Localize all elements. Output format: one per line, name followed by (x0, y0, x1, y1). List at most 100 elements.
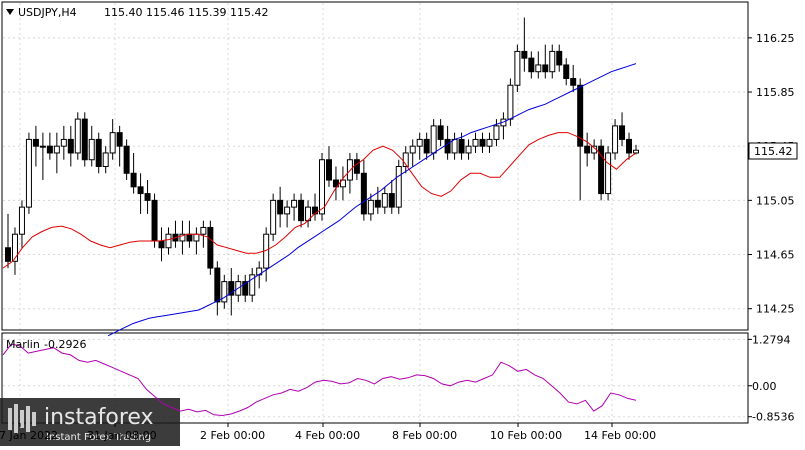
chart-header: USDJPY,H4 115.40 115.46 115.39 115.42 (6, 6, 268, 19)
candle-body (67, 138, 74, 154)
candle (535, 51, 542, 79)
candle-body (451, 138, 458, 154)
candle-body (409, 145, 416, 154)
candle (528, 51, 535, 79)
candle (207, 220, 214, 275)
candle (521, 17, 528, 72)
candle-body (109, 132, 116, 154)
candle-body (32, 138, 39, 147)
instaforex-logo: instaforex Instant Forex Trading (0, 398, 180, 446)
candle-body (479, 138, 486, 147)
candle (109, 119, 116, 160)
time-axis: 27 Jan 2022 31 Jan 08:00 2 Feb 00:00 4 Feb … (0, 423, 656, 442)
candle (605, 146, 612, 201)
candle (549, 44, 556, 79)
candle (88, 125, 95, 167)
candle-body (144, 193, 151, 201)
candle-body (437, 125, 444, 140)
candle-body (360, 172, 367, 215)
candle (486, 132, 493, 153)
candle (493, 119, 500, 147)
candle (11, 227, 18, 275)
candle-body (88, 138, 95, 161)
candle-body (521, 50, 528, 59)
candle (242, 274, 249, 302)
candle-body (584, 145, 591, 154)
candle (25, 132, 32, 214)
candle (444, 125, 451, 160)
candle (18, 200, 25, 248)
candle-body (165, 233, 172, 249)
candle-body (277, 199, 284, 215)
candle (137, 173, 144, 214)
time-tick-label: 14 Feb 00:00 (584, 429, 656, 442)
candle-body (605, 152, 612, 195)
candle-body (507, 84, 514, 120)
candle-body (130, 172, 137, 188)
candle (319, 152, 325, 221)
candle (144, 180, 151, 214)
candle-body (60, 138, 67, 147)
candle-body (493, 125, 500, 140)
candle (32, 125, 39, 167)
candle-body (577, 84, 584, 147)
candle (102, 146, 109, 174)
candle (60, 125, 67, 160)
candle-body (214, 267, 221, 303)
candle-body (200, 226, 207, 235)
price-tick-label: 114.25 (756, 303, 795, 316)
candle (360, 159, 367, 221)
candle-body (423, 138, 430, 154)
indicator-label: Marlin -0.2926 (6, 338, 86, 351)
candle (228, 268, 235, 316)
candle-body (291, 199, 298, 208)
candle (116, 125, 123, 167)
candle-body (242, 281, 249, 296)
candle (598, 139, 605, 201)
candle-body (388, 193, 395, 208)
candle (472, 132, 479, 153)
time-tick-label: 10 Feb 00:00 (490, 429, 562, 442)
candle (214, 261, 221, 316)
watermark-brand: instaforex (44, 405, 154, 430)
candle-body (458, 138, 465, 154)
candle-body (556, 50, 563, 66)
candle (249, 268, 256, 302)
candle-body (249, 274, 256, 296)
candle (74, 112, 81, 160)
candle-body (465, 145, 472, 154)
candle-body (137, 186, 144, 195)
candle-body (381, 193, 388, 208)
indicator-tick-label: 1.2794 (752, 333, 791, 346)
candle-body (374, 199, 381, 208)
chart-symbol: USDJPY,H4 (18, 6, 77, 19)
candle (39, 132, 46, 181)
candle (332, 166, 339, 201)
candle-body (123, 145, 130, 174)
candle (298, 193, 305, 228)
candle (5, 213, 11, 269)
triangle-down-icon[interactable] (6, 9, 14, 15)
price-pane[interactable] (1, 1, 749, 331)
candle (584, 132, 591, 167)
candle-body (570, 77, 577, 86)
candle-body (46, 145, 53, 154)
indicator-tick-label: 0.00 (752, 380, 777, 393)
candle-body (25, 138, 32, 208)
candle (325, 146, 332, 187)
candle (339, 166, 346, 201)
chart-ohlc: 115.40 115.46 115.39 115.42 (104, 6, 268, 19)
candle (402, 146, 409, 174)
indicator-value: -0.2926 (44, 338, 86, 351)
candle-body (402, 152, 409, 167)
candle-body (626, 138, 633, 154)
candle-body (339, 179, 346, 188)
candle-body (298, 199, 305, 222)
candle-body (486, 138, 493, 147)
ma-slow-line (107, 63, 637, 337)
price-tick-label: 116.25 (756, 32, 795, 45)
candle (200, 220, 207, 248)
